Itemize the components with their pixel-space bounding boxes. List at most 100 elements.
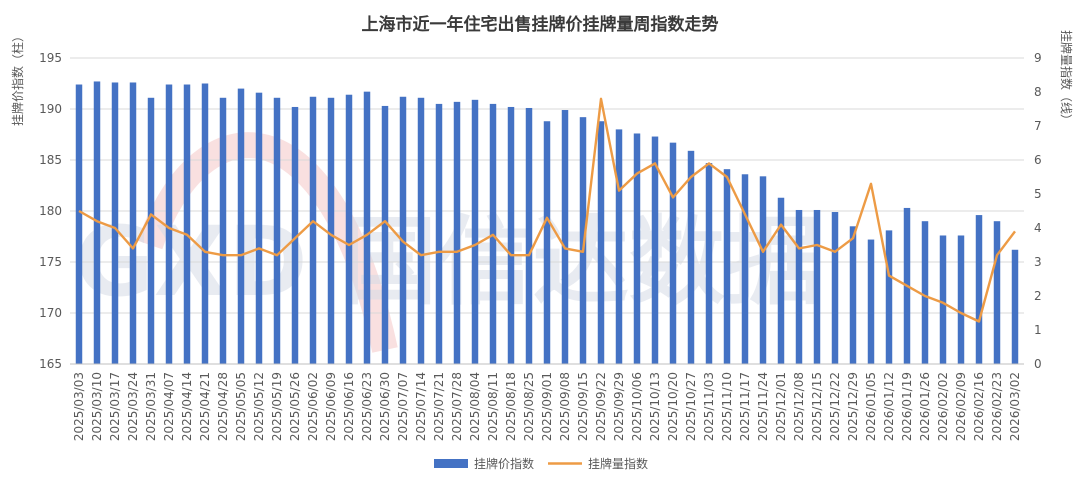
bar bbox=[183, 84, 191, 365]
watermark-arc bbox=[137, 132, 398, 353]
series-line bbox=[78, 97, 1016, 323]
y-right-tick-label: 0 bbox=[1034, 357, 1042, 371]
bar bbox=[561, 110, 569, 365]
bar bbox=[993, 221, 1001, 364]
bar bbox=[363, 91, 371, 364]
bar bbox=[651, 136, 659, 364]
bar bbox=[453, 101, 461, 365]
x-tick-label: 2025/03/17 bbox=[108, 372, 122, 441]
x-tick-label: 2026/02/02 bbox=[936, 372, 950, 441]
y-left-tick-label: 190 bbox=[39, 102, 62, 116]
x-tick-label: 2025/11/24 bbox=[756, 372, 770, 441]
x-tick-label: 2025/05/05 bbox=[234, 372, 248, 441]
bar bbox=[957, 235, 965, 364]
x-tick-label: 2025/03/31 bbox=[144, 372, 158, 441]
x-tick-label: 2025/10/27 bbox=[684, 372, 698, 441]
bar bbox=[579, 117, 587, 364]
bar bbox=[75, 84, 83, 365]
x-tick-label: 2025/09/01 bbox=[540, 372, 554, 441]
bar bbox=[435, 103, 443, 365]
legend-line-label: 挂牌量指数 bbox=[588, 456, 648, 471]
bar bbox=[633, 133, 641, 364]
legend-bar-label: 挂牌价指数 bbox=[474, 456, 534, 471]
bar bbox=[93, 81, 101, 365]
x-tick-label: 2025/09/29 bbox=[612, 372, 626, 441]
y-left-tick-label: 175 bbox=[39, 255, 62, 269]
y-axis-right: 0 1 2 3 4 5 6 7 8 9 bbox=[1034, 51, 1042, 371]
y-right-tick-label: 3 bbox=[1034, 255, 1042, 269]
x-tick-label: 2025/05/12 bbox=[252, 372, 266, 441]
y-right-tick-label: 9 bbox=[1034, 51, 1042, 65]
y-axis-right-label: 挂牌量指数（线） bbox=[1059, 30, 1074, 126]
bar bbox=[381, 105, 389, 364]
bar bbox=[687, 150, 695, 364]
x-tick-label: 2025/12/22 bbox=[828, 372, 842, 441]
y-right-tick-label: 6 bbox=[1034, 153, 1042, 167]
x-tick-label: 2025/06/09 bbox=[324, 372, 338, 441]
bar bbox=[669, 142, 677, 364]
bar bbox=[471, 99, 479, 364]
bar bbox=[147, 97, 155, 364]
y-left-tick-label: 180 bbox=[39, 204, 62, 218]
x-tick-label: 2026/01/05 bbox=[864, 372, 878, 441]
bar bbox=[723, 169, 731, 364]
y-left-tick-label: 185 bbox=[39, 153, 62, 167]
bar bbox=[291, 106, 299, 365]
x-tick-label: 2025/05/19 bbox=[270, 372, 284, 441]
x-tick-label: 2025/09/15 bbox=[576, 372, 590, 441]
bar bbox=[741, 174, 749, 364]
x-tick-label: 2025/05/26 bbox=[288, 372, 302, 441]
bar bbox=[309, 96, 317, 364]
x-tick-label: 2025/11/03 bbox=[702, 372, 716, 441]
chart-title: 上海市近一年住宅出售挂牌价挂牌量周指数走势 bbox=[362, 14, 719, 35]
x-tick-label: 2025/09/08 bbox=[558, 372, 572, 441]
bar bbox=[219, 97, 227, 364]
x-tick-label: 2025/07/14 bbox=[414, 372, 428, 441]
bar bbox=[921, 221, 929, 364]
bar bbox=[345, 94, 353, 364]
x-tick-label: 2026/03/02 bbox=[1008, 372, 1022, 441]
bar bbox=[237, 88, 245, 364]
bar bbox=[255, 92, 263, 365]
x-tick-label: 2025/07/21 bbox=[432, 372, 446, 441]
bar bbox=[543, 121, 551, 365]
bar bbox=[327, 97, 335, 364]
y-right-tick-label: 2 bbox=[1034, 289, 1042, 303]
bar bbox=[597, 121, 605, 365]
x-tick-label: 2025/10/13 bbox=[648, 372, 662, 441]
bar bbox=[867, 239, 875, 364]
legend: 挂牌价指数 挂牌量指数 bbox=[434, 456, 648, 471]
x-tick-label: 2025/06/02 bbox=[306, 372, 320, 441]
x-tick-label: 2025/03/10 bbox=[90, 372, 104, 441]
y-right-tick-label: 7 bbox=[1034, 119, 1042, 133]
x-tick-label: 2025/08/18 bbox=[504, 372, 518, 441]
bar bbox=[165, 84, 173, 365]
x-tick-label: 2025/09/22 bbox=[594, 372, 608, 441]
x-tick-label: 2025/11/17 bbox=[738, 372, 752, 441]
x-tick-label: 2026/01/19 bbox=[900, 372, 914, 441]
x-tick-label: 2025/06/16 bbox=[342, 372, 356, 441]
bar bbox=[201, 83, 209, 364]
x-tick-label: 2025/08/04 bbox=[468, 372, 482, 441]
bar bbox=[129, 82, 137, 364]
x-axis: 2025/03/03 2025/03/10 2025/03/17 2025/03/24… bbox=[70, 363, 1024, 441]
bar bbox=[939, 235, 947, 364]
bar bbox=[831, 212, 839, 364]
bar bbox=[615, 129, 623, 364]
x-tick-label: 2026/02/09 bbox=[954, 372, 968, 441]
x-tick-label: 2025/12/29 bbox=[846, 372, 860, 441]
bar bbox=[777, 197, 785, 364]
x-tick-label: 2025/04/28 bbox=[216, 372, 230, 441]
x-tick-label: 2026/01/12 bbox=[882, 372, 896, 441]
bar bbox=[795, 209, 803, 364]
x-tick-label: 2025/12/01 bbox=[774, 372, 788, 441]
legend-bar-swatch bbox=[434, 459, 468, 468]
x-tick-label: 2025/03/24 bbox=[126, 372, 140, 441]
y-left-tick-label: 170 bbox=[39, 306, 62, 320]
bar bbox=[759, 176, 767, 364]
x-tick-label: 2025/11/10 bbox=[720, 372, 734, 441]
bar-series-price-index bbox=[75, 81, 1019, 365]
bar bbox=[507, 106, 515, 365]
bar bbox=[705, 163, 713, 364]
